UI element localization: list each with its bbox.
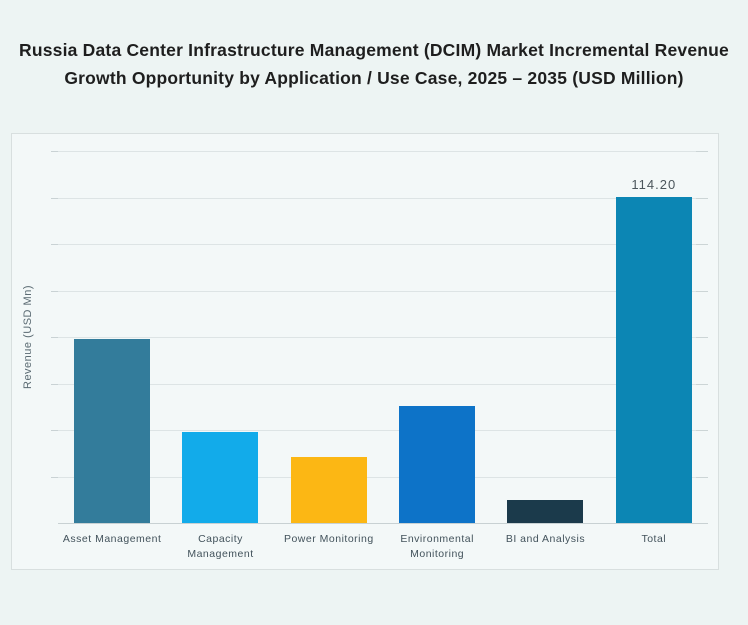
bar-slot-capacity-management <box>166 151 274 523</box>
x-label-power-monitoring: Power Monitoring <box>283 533 374 545</box>
y-axis-title: Revenue (USD Mn) <box>22 285 34 389</box>
bars-row: 114.20 <box>58 151 708 523</box>
bar-environmental-monitoring <box>399 406 476 523</box>
gridline <box>51 290 708 292</box>
x-label-environmental-monitoring: Environmental Monitoring <box>400 533 474 560</box>
chart-title: Russia Data Center Infrastructure Manage… <box>19 40 729 88</box>
gridline <box>51 337 708 338</box>
gridline <box>51 197 708 199</box>
gridline <box>51 476 708 478</box>
gridline <box>51 430 708 431</box>
chart-panel: Revenue (USD Mn) 114.20 Asset Management… <box>11 133 719 570</box>
gridline <box>51 244 708 245</box>
bar-slot-environmental-monitoring <box>383 151 491 523</box>
bar-capacity-management <box>182 431 259 523</box>
gridline <box>51 383 708 385</box>
bar-slot-power-monitoring <box>275 151 383 523</box>
x-label-total: Total <box>641 533 667 545</box>
bar-power-monitoring <box>290 456 367 523</box>
plot-area: 114.20 <box>51 151 708 524</box>
x-axis-labels: Asset Management Capacity Management Power… <box>58 523 708 562</box>
bar-slot-bi-and-analysis <box>491 151 599 523</box>
gridline <box>51 151 708 152</box>
bar-value-label-total: 114.20 <box>631 177 677 193</box>
bar-bi-and-analysis <box>507 500 584 523</box>
bar-total <box>615 197 692 523</box>
x-label-bi-and-analysis: BI and Analysis <box>505 533 586 545</box>
bar-asset-management <box>74 339 151 523</box>
bar-slot-asset-management <box>58 151 166 523</box>
bar-slot-total: 114.20 <box>600 151 708 523</box>
x-label-capacity-management: Capacity Management <box>187 533 254 560</box>
x-label-asset-management: Asset Management <box>62 533 162 545</box>
